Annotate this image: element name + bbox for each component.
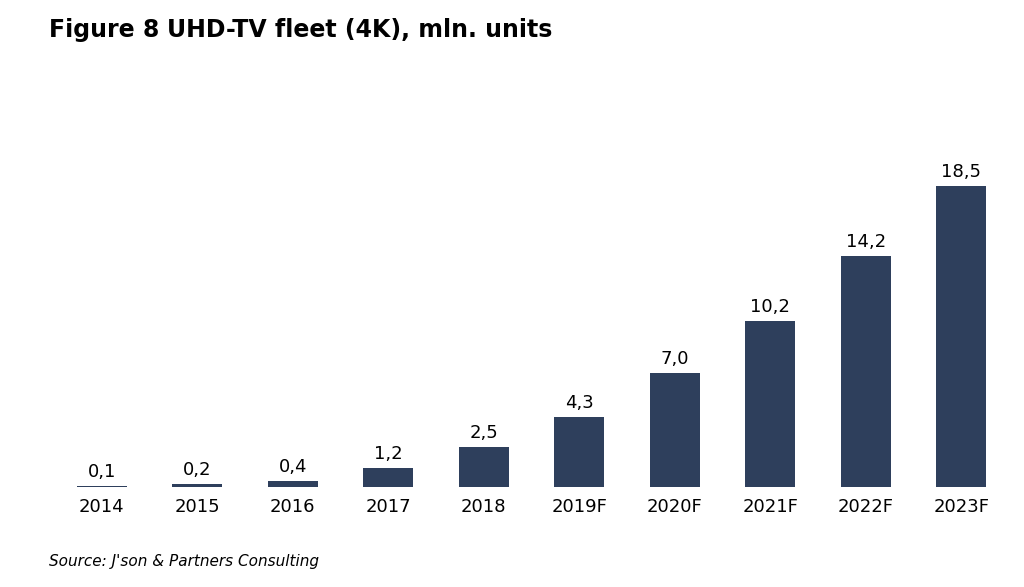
Bar <box>77 485 127 487</box>
Bar <box>841 256 891 487</box>
Bar <box>459 447 509 487</box>
Bar <box>172 484 222 487</box>
Text: 0,2: 0,2 <box>183 461 211 479</box>
Text: UHD-TV fleet (4K), mln. units: UHD-TV fleet (4K), mln. units <box>167 18 552 42</box>
Text: Figure 8: Figure 8 <box>49 18 160 42</box>
Text: 4,3: 4,3 <box>565 394 594 412</box>
Text: 0,4: 0,4 <box>279 458 307 476</box>
Bar <box>745 321 795 487</box>
Bar <box>936 186 986 487</box>
Text: Source: J'son & Partners Consulting: Source: J'son & Partners Consulting <box>49 554 319 569</box>
Bar <box>650 373 699 487</box>
Bar <box>364 468 413 487</box>
Text: 7,0: 7,0 <box>660 350 689 369</box>
Text: 18,5: 18,5 <box>941 163 981 181</box>
Text: 14,2: 14,2 <box>846 233 886 251</box>
Bar <box>554 417 604 487</box>
Text: 0,1: 0,1 <box>87 463 116 481</box>
Text: 2,5: 2,5 <box>469 424 498 441</box>
Text: 10,2: 10,2 <box>751 298 791 316</box>
Text: 1,2: 1,2 <box>374 445 402 463</box>
Bar <box>268 481 317 487</box>
